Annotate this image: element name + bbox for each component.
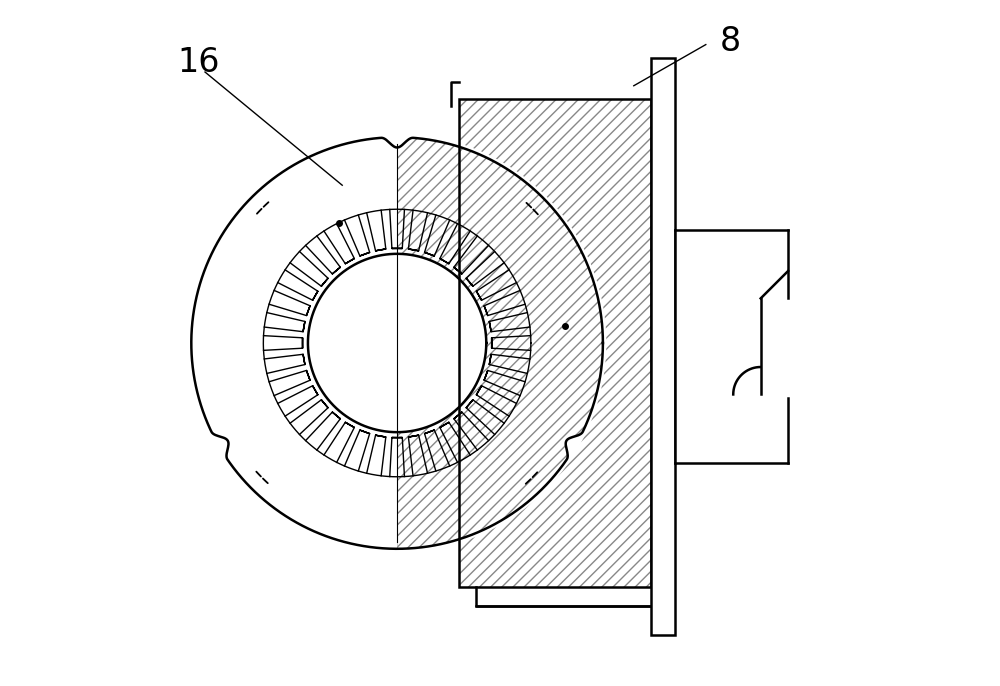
Bar	[459, 99, 651, 587]
Text: 16: 16	[178, 46, 220, 79]
Polygon shape	[675, 230, 788, 463]
Circle shape	[308, 254, 486, 432]
Bar	[459, 99, 651, 587]
Text: 8: 8	[720, 25, 741, 58]
Circle shape	[188, 134, 606, 552]
Bar	[459, 99, 651, 587]
Bar	[651, 58, 675, 635]
Polygon shape	[191, 138, 397, 549]
